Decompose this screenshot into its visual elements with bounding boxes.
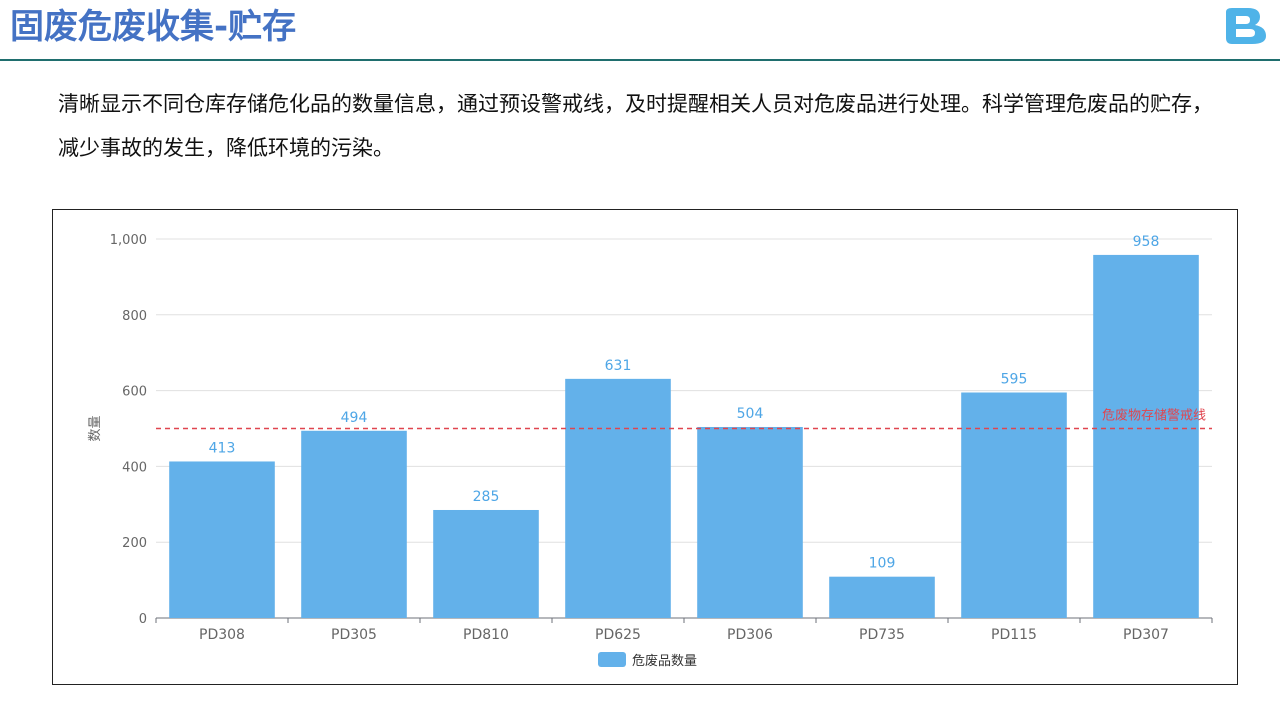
x-tick-label: PD625 [595, 627, 641, 643]
y-tick-label: 0 [139, 612, 147, 627]
legend-label: 危废品数量 [632, 653, 697, 669]
x-tick-label: PD308 [199, 627, 245, 643]
data-label: 494 [341, 410, 368, 426]
bar [169, 461, 275, 618]
data-label: 285 [473, 489, 500, 505]
bar [961, 392, 1067, 618]
bar [301, 430, 407, 618]
bar [433, 509, 539, 618]
bar [565, 378, 671, 618]
y-tick-label: 400 [122, 460, 147, 475]
description-text: 清晰显示不同仓库存储危化品的数量信息，通过预设警戒线，及时提醒相关人员对危废品进… [58, 92, 1213, 160]
x-tick-label: PD735 [859, 627, 905, 643]
data-label: 109 [869, 556, 896, 572]
x-tick-label: PD306 [727, 627, 773, 643]
legend-swatch [598, 652, 626, 667]
data-label: 413 [209, 440, 236, 456]
x-tick-label: PD115 [991, 627, 1037, 643]
bar-chart: 0 200 400 600 800 1,000 数量 413 PD308 494 PD305 285 P… [88, 233, 1213, 669]
y-tick-label: 600 [122, 385, 147, 400]
brand-logo-icon [1226, 8, 1266, 44]
chart-container: 0 200 400 600 800 1,000 数量 413 PD308 494 PD305 285 P… [52, 209, 1238, 685]
bar [1093, 254, 1199, 618]
data-label: 958 [1133, 234, 1160, 250]
data-label: 595 [1001, 371, 1028, 387]
data-label: 631 [605, 358, 632, 374]
y-tick-label: 1,000 [110, 233, 147, 248]
data-label: 504 [737, 406, 764, 422]
bar [829, 576, 935, 618]
page-title: 固废危废收集-贮存 [10, 7, 297, 47]
warning-threshold-label: 危废物存储警戒线 [1102, 408, 1206, 424]
x-tick-label: PD810 [463, 627, 509, 643]
x-tick-label: PD305 [331, 627, 377, 643]
y-tick-label: 200 [122, 536, 147, 551]
y-axis-label: 数量 [88, 415, 103, 441]
y-tick-label: 800 [122, 309, 147, 324]
bar [697, 426, 803, 618]
title-divider [0, 59, 1280, 61]
x-tick-label: PD307 [1123, 627, 1169, 643]
